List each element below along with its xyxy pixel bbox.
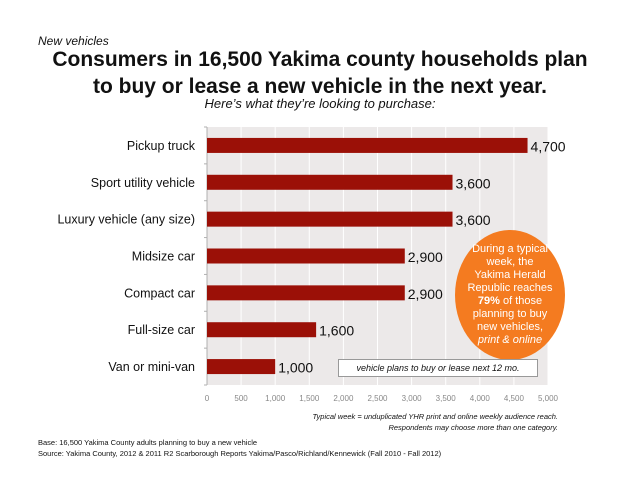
x-tick-label-5: 2,500	[367, 394, 388, 403]
data-label-4: 2,900	[408, 286, 443, 302]
callout-line-1: During a typical	[472, 243, 548, 255]
x-tick-label-7: 3,500	[436, 394, 457, 403]
x-tick-label-8: 4,000	[470, 394, 491, 403]
x-tick-label-6: 3,000	[402, 394, 423, 403]
title-line-2: to buy or lease a new vehicle in the nex…	[92, 75, 547, 98]
x-tick-label-2: 1,000	[265, 394, 286, 403]
bar-3	[207, 248, 405, 264]
bar-1	[207, 174, 453, 190]
callout-line-3: Yakima Herald	[474, 269, 546, 281]
data-label-1: 3,600	[456, 175, 491, 191]
footer-base: Base: 16,500 Yakima County adults planni…	[38, 438, 258, 447]
chart-title: Consumers in 16,500 Yakima county househ…	[0, 46, 640, 100]
x-tick-label-9: 4,500	[504, 394, 525, 403]
data-label-6: 1,000	[278, 360, 313, 376]
category-label-3: Midsize car	[132, 250, 195, 264]
bar-5	[207, 322, 317, 338]
x-tick-label-4: 2,000	[333, 394, 354, 403]
bar-4	[207, 285, 405, 301]
callout-line-6: planning to buy	[472, 308, 548, 320]
chart-subtitle: Here’s what they’re looking to purchase:	[204, 96, 436, 111]
category-label-1: Sport utility vehicle	[91, 176, 195, 190]
callout-line-7: new vehicles,	[476, 321, 544, 333]
x-tick-label-1: 500	[234, 394, 248, 403]
x-tick-label-10: 5,000	[538, 394, 559, 403]
data-label-2: 3,600	[456, 212, 491, 228]
data-label-0: 4,700	[531, 138, 566, 154]
callout-pct: 79%	[477, 295, 500, 307]
footer-source: Source: Yakima County, 2012 & 2011 R2 Sc…	[38, 449, 442, 458]
category-label-6: Van or mini-van	[108, 360, 195, 374]
callout-line-2: week, the	[486, 256, 534, 268]
callout-line-5: 79% of those	[478, 295, 542, 308]
title-line-1: Consumers in 16,500 Yakima county househ…	[52, 48, 588, 71]
category-label-5: Full-size car	[128, 323, 195, 337]
category-label-0: Pickup truck	[127, 139, 196, 153]
kicker-label: New vehicles	[38, 34, 109, 48]
legend-box: vehicle plans to buy or lease next 12 mo…	[338, 359, 538, 377]
x-tick-label-3: 1,500	[299, 394, 320, 403]
note-typical-week: Typical week = unduplicated YHR print an…	[312, 412, 559, 421]
category-label-4: Compact car	[124, 286, 195, 300]
reach-callout: During a typical week, the Yakima Herald…	[455, 230, 565, 360]
note-multiple-categories: Respondents may choose more than one cat…	[388, 423, 558, 432]
callout-line-5-rest: of those	[499, 295, 543, 307]
category-label-2: Luxury vehicle (any size)	[57, 213, 195, 227]
bar-0	[207, 137, 528, 153]
callout-line-8: print & online	[477, 334, 543, 346]
x-tick-label-0: 0	[205, 394, 210, 403]
data-label-5: 1,600	[319, 323, 354, 339]
bar-2	[207, 211, 453, 227]
callout-line-4: Republic reaches	[467, 282, 553, 294]
data-label-3: 2,900	[408, 249, 443, 265]
bar-6	[207, 359, 276, 375]
